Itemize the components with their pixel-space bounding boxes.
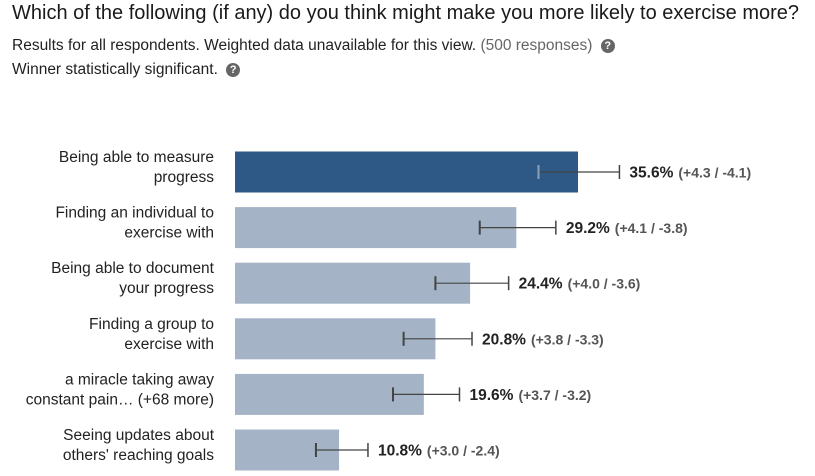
results-text: Results for all respondents. Weighted da…	[12, 37, 477, 54]
category-label: Finding a group to	[89, 316, 214, 333]
category-label: Seeing updates about	[63, 427, 215, 444]
page-title: Which of the following (if any) do you t…	[12, 2, 800, 24]
value-percent: 10.8%	[378, 443, 422, 460]
category-label: constant pain… (+68 more)	[26, 391, 214, 408]
confidence-interval-label: (+4.0 / -3.6)	[568, 276, 641, 292]
results-info: Results for all respondents. Weighted da…	[12, 37, 615, 55]
confidence-interval-label: (+3.8 / -3.3)	[531, 331, 604, 347]
category-label: a miracle taking away	[65, 371, 214, 388]
bar	[235, 318, 436, 360]
category-label: others' reaching goals	[63, 447, 214, 464]
value-label: 19.6% (+3.7 / -3.2)	[469, 387, 591, 404]
confidence-interval-label: (+3.7 / -3.2)	[518, 387, 591, 403]
bar	[235, 207, 517, 249]
category-label: exercise with	[124, 225, 214, 242]
category-label: Being able to document	[51, 260, 215, 277]
category-label: exercise with	[124, 336, 214, 353]
value-percent: 20.8%	[482, 331, 526, 348]
significance-info: Winner statistically significant. ?	[12, 61, 241, 79]
value-label: 29.2% (+4.1 / -3.8)	[566, 220, 688, 237]
responses-count: (500 responses)	[480, 37, 593, 54]
value-percent: 24.4%	[519, 276, 563, 293]
confidence-interval-label: (+4.1 / -3.8)	[615, 220, 688, 236]
category-label: Finding an individual to	[55, 205, 214, 222]
category-label: progress	[154, 169, 215, 186]
significance-text: Winner statistically significant.	[12, 61, 218, 78]
value-label: 20.8% (+3.8 / -3.3)	[482, 331, 604, 348]
confidence-interval-label: (+3.0 / -2.4)	[427, 443, 500, 459]
value-label: 35.6% (+4.3 / -4.1)	[629, 165, 751, 182]
value-percent: 29.2%	[566, 220, 610, 237]
question-circle-icon[interactable]: ?	[226, 63, 241, 77]
confidence-interval-label: (+4.3 / -4.1)	[678, 165, 751, 181]
value-percent: 19.6%	[469, 387, 513, 404]
category-label: your progress	[119, 280, 214, 297]
category-label: Being able to measure	[59, 149, 214, 166]
question-circle-icon[interactable]: ?	[600, 39, 615, 53]
bar-chart: Being able to measure progress 35.6% (+4.3 …	[26, 149, 751, 471]
value-label: 24.4% (+4.0 / -3.6)	[519, 276, 641, 293]
bar	[235, 151, 578, 193]
value-percent: 35.6%	[629, 165, 673, 182]
value-label: 10.8% (+3.0 / -2.4)	[378, 443, 500, 460]
bar	[235, 262, 471, 304]
